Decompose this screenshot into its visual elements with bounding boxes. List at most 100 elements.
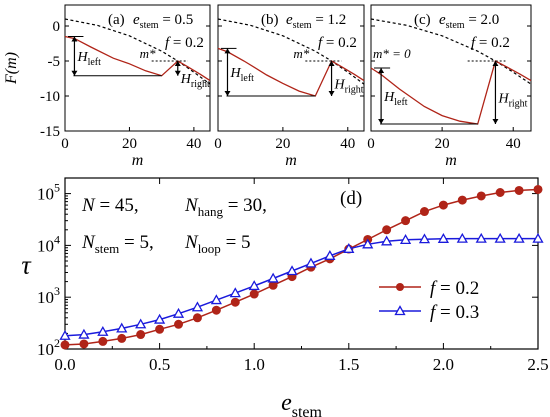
data-point bbox=[286, 265, 298, 276]
data-point bbox=[495, 187, 505, 197]
data-point bbox=[248, 280, 260, 291]
x-tick-label: 0 bbox=[367, 136, 375, 152]
data-point bbox=[60, 340, 70, 350]
dashed-curve bbox=[217, 18, 365, 85]
y-tick-label: 102 bbox=[37, 336, 60, 359]
free-energy-curve bbox=[217, 47, 365, 97]
h-right-arrowheads bbox=[174, 61, 181, 76]
x-tick-label: 20 bbox=[275, 136, 290, 152]
h-right-label: Hright bbox=[497, 92, 527, 110]
dashed-curve bbox=[370, 18, 532, 85]
free-energy-curve bbox=[370, 60, 532, 125]
panel-c: 0 20 40 m Hleft Hright m* = 0 (c) estem = 2.0 f =… bbox=[367, 4, 532, 169]
panel-title: (d) bbox=[340, 188, 362, 209]
panel-title: (a) bbox=[108, 12, 125, 28]
data-point bbox=[324, 249, 336, 260]
data-point bbox=[249, 289, 259, 299]
info-n-stem: Nstem = 5, bbox=[81, 232, 154, 256]
info-n: N = 45, bbox=[81, 195, 139, 216]
plot-frame bbox=[217, 4, 365, 132]
y-tick-label: 105 bbox=[37, 181, 60, 204]
x-tick-label: 40 bbox=[340, 136, 355, 152]
m-star-label: m* bbox=[140, 46, 156, 61]
y-tick-label: -5 bbox=[48, 54, 61, 70]
panel-title: (b) bbox=[261, 12, 279, 28]
param-e-stem: estem = 2.0 bbox=[439, 12, 499, 31]
m-star-label: m* bbox=[293, 46, 309, 61]
legend-marker bbox=[396, 283, 404, 291]
data-point bbox=[438, 200, 448, 210]
data-point bbox=[78, 328, 90, 339]
data-point bbox=[97, 325, 109, 336]
data-point bbox=[457, 195, 467, 205]
data-point bbox=[418, 233, 431, 244]
y-tick-label: 103 bbox=[37, 284, 60, 307]
x-tick-label: 20 bbox=[435, 136, 450, 152]
data-point bbox=[229, 287, 241, 298]
legend-label: f = 0.2 bbox=[430, 278, 479, 299]
x-axis-label: estem bbox=[281, 390, 322, 417]
data-point bbox=[381, 235, 393, 246]
data-point bbox=[514, 185, 524, 195]
data-point bbox=[267, 272, 279, 283]
data-point bbox=[192, 313, 202, 323]
data-point bbox=[305, 257, 317, 268]
x-tick-label: 40 bbox=[506, 136, 521, 152]
x-tick-label: 2.5 bbox=[527, 355, 548, 374]
panel-title: (c) bbox=[414, 12, 431, 28]
param-e-stem: estem = 0.5 bbox=[133, 12, 193, 31]
x-axis-label: m bbox=[445, 152, 457, 169]
data-point bbox=[172, 307, 185, 318]
x-axis-label: m bbox=[132, 152, 144, 169]
data-point bbox=[191, 301, 204, 312]
data-point bbox=[475, 232, 487, 243]
data-point bbox=[210, 294, 222, 305]
data-point bbox=[59, 329, 71, 340]
param-f: f = 0.2 bbox=[165, 35, 204, 51]
x-tick-label: 40 bbox=[186, 136, 201, 152]
data-point bbox=[174, 319, 184, 329]
param-f: f = 0.2 bbox=[318, 35, 357, 51]
info-n-loop: Nloop = 5 bbox=[184, 232, 251, 256]
x-axis-label: m bbox=[285, 152, 297, 169]
h-right-label: Hright bbox=[180, 72, 210, 90]
data-point bbox=[401, 216, 411, 226]
data-point bbox=[211, 305, 221, 315]
data-point bbox=[230, 297, 240, 307]
data-point bbox=[382, 225, 392, 235]
legend-label: f = 0.3 bbox=[430, 302, 479, 323]
data-point bbox=[135, 318, 147, 329]
x-tick-label: 0 bbox=[61, 136, 69, 152]
legend-item-1: f = 0.2 bbox=[379, 278, 479, 299]
y-tick-label: 0 bbox=[53, 19, 61, 35]
x-tick-label: 1.0 bbox=[244, 355, 265, 374]
data-point bbox=[155, 324, 165, 334]
h-left-label: Hleft bbox=[76, 50, 101, 68]
m-star-label: m* = 0 bbox=[373, 46, 411, 61]
legend-marker bbox=[394, 305, 406, 316]
x-tick-label: 1.5 bbox=[338, 355, 359, 374]
data-point bbox=[513, 232, 525, 243]
x-tick-label: 20 bbox=[122, 136, 137, 152]
data-point bbox=[136, 330, 146, 340]
series-1 bbox=[60, 184, 543, 350]
data-point bbox=[117, 333, 127, 343]
series-2 bbox=[59, 232, 544, 340]
y-axis-label: F(m) bbox=[3, 52, 20, 85]
data-point bbox=[98, 336, 108, 346]
data-point bbox=[116, 322, 128, 333]
y-tick-label: -10 bbox=[40, 89, 60, 105]
h-left-label: Hleft bbox=[383, 90, 408, 108]
data-point bbox=[476, 191, 486, 201]
info-n-hang: Nhang = 30, bbox=[184, 195, 267, 219]
x-tick-label: 0.0 bbox=[54, 355, 75, 374]
legend-item-2: f = 0.3 bbox=[379, 302, 479, 323]
panel-b: 0 20 40 m Hleft Hright m* (b) estem = 1.2 f = 0.2 bbox=[214, 4, 365, 169]
h-left-arrowheads bbox=[224, 48, 231, 96]
y-axis-label: τ bbox=[21, 251, 32, 280]
free-energy-curve bbox=[64, 35, 211, 82]
data-point bbox=[153, 313, 166, 324]
panel-d: 0.0 0.5 1.0 1.5 2.0 2.5 102 103 104 105 τ estem N = … bbox=[21, 177, 549, 417]
data-point bbox=[456, 232, 468, 243]
